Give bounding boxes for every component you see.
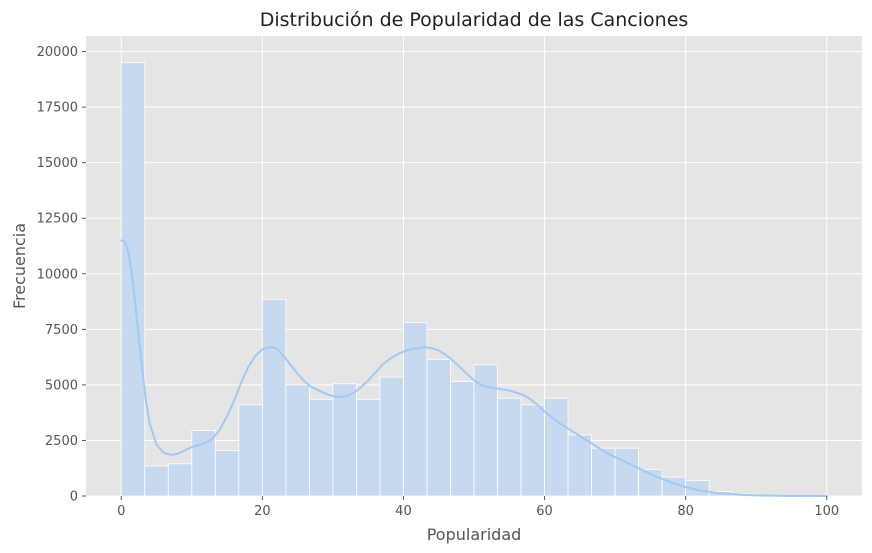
x-tick-label: 0	[117, 504, 125, 519]
y-tick-label: 12500	[37, 212, 78, 227]
y-tick-label: 15000	[37, 156, 78, 171]
histogram-bar	[473, 364, 498, 497]
histogram-bar	[261, 298, 287, 497]
histogram-bar	[332, 383, 357, 497]
y-tick-label: 7500	[45, 323, 78, 338]
histogram-bar	[167, 463, 193, 497]
histogram-bar	[214, 450, 240, 497]
y-axis-ticks: 0 2500 5000 7500 10000 12500 15000 17500 20000	[37, 45, 86, 505]
histogram-bar	[285, 384, 310, 497]
histogram-bar	[520, 404, 545, 497]
histogram-bar	[426, 358, 451, 497]
histogram-bar	[144, 465, 169, 497]
y-tick-label: 10000	[37, 267, 78, 282]
x-axis-title: Popularidad	[427, 525, 522, 544]
histogram-bar	[614, 447, 640, 497]
histogram-bar	[567, 434, 592, 497]
y-tick-label: 5000	[45, 378, 78, 393]
histogram-bar	[379, 376, 404, 497]
x-axis-ticks: 0 20 40 60 80 100	[117, 496, 839, 519]
y-tick-label: 17500	[37, 101, 78, 116]
y-tick-label: 2500	[45, 434, 78, 449]
histogram-bar	[544, 397, 569, 497]
y-axis-title: Frecuencia	[10, 223, 29, 309]
histogram-bar	[685, 480, 710, 497]
x-tick-label: 80	[677, 504, 694, 519]
kde-line	[120, 239, 828, 497]
histogram-bar	[238, 404, 263, 497]
x-tick-label: 60	[536, 504, 553, 519]
histogram-bar	[308, 398, 334, 497]
chart-title: Distribución de Popularidad de las Canci…	[260, 9, 689, 31]
histogram-bar	[450, 381, 475, 497]
histogram-bar	[497, 397, 522, 497]
histogram-bar	[191, 430, 216, 497]
x-tick-label: 40	[395, 504, 412, 519]
histogram-bar	[356, 398, 381, 497]
y-tick-label: 20000	[37, 45, 78, 60]
x-tick-label: 20	[254, 504, 271, 519]
x-tick-label: 100	[814, 504, 839, 519]
kde-curve	[120, 239, 828, 497]
y-tick-label: 0	[70, 490, 78, 505]
